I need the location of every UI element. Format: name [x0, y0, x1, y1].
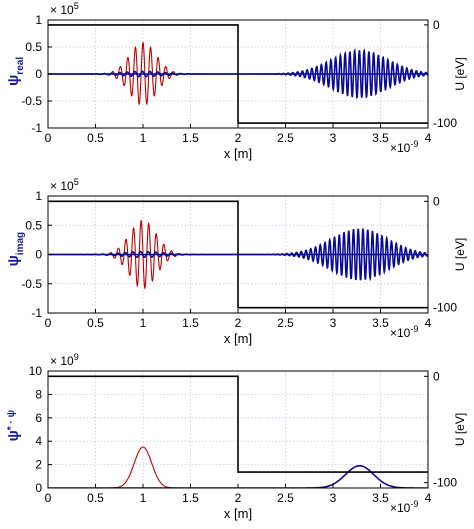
y-right-tick-label: 0: [433, 18, 440, 32]
x-exponent: -9: [410, 139, 418, 149]
x-tick-label: 0.5: [87, 491, 104, 505]
x-tick-label: 1.5: [182, 491, 199, 505]
x-axis-label: x [m]: [224, 506, 252, 521]
x-tick-label: 2: [235, 316, 242, 330]
x-exponent: -9: [410, 324, 418, 334]
x-tick-label: 3: [330, 491, 337, 505]
y-exponent: 5: [74, 1, 79, 11]
x-tick-label: 2: [235, 131, 242, 145]
y-tick-label: 6: [35, 411, 42, 425]
series-group: [48, 24, 428, 124]
y-tick-label: 1: [35, 13, 42, 27]
potential-step-line: [48, 375, 428, 473]
y-right-tick-label: -100: [433, 116, 457, 130]
x-tick-label: 0.5: [87, 316, 104, 330]
x-tick-label: 2.5: [277, 131, 294, 145]
y-axis-label-sup: * · ψ: [6, 410, 17, 430]
x-tick-label: 1.5: [182, 316, 199, 330]
y-tick-label: 0.5: [25, 40, 42, 54]
y-tick-label: 10: [29, 364, 43, 378]
y-tick-label: -1: [31, 306, 42, 320]
x-tick-label: 2.5: [277, 316, 294, 330]
x-tick-label: 4: [425, 131, 432, 145]
y-multiplier: × 105: [50, 1, 79, 17]
y-tick-label: -1: [31, 121, 42, 135]
series-group: [48, 200, 428, 309]
y-right-tick-label: 0: [433, 369, 440, 383]
y-multiplier: × 105: [50, 177, 79, 193]
y-tick-label: 8: [35, 387, 42, 401]
x-tick-label: 0: [45, 316, 52, 330]
y-axis-label: ψimag: [5, 232, 26, 267]
y-axis-label: ψreal: [5, 57, 26, 86]
x-multiplier: ×10-9: [390, 139, 418, 155]
x-axis-label: x [m]: [224, 146, 252, 161]
y-tick-label: -0.5: [21, 94, 42, 108]
potential-step-line: [48, 200, 428, 309]
y-axis-label: ψ* · ψ: [5, 410, 22, 442]
panel-probability-density: 0 0.5 1 1.5 2 2.5 3 3.5 4 0 2 4 6 8 10 0 -100 × 109 ×10-9 x…: [5, 352, 467, 521]
x-tick-label: 3.5: [372, 491, 389, 505]
potential-step-line: [48, 24, 428, 124]
x-tick-label: 3.5: [372, 316, 389, 330]
x-tick-label: 3.5: [372, 131, 389, 145]
y-right-tick-label: -100: [433, 301, 457, 315]
y-right-axis-label: U [eV]: [453, 413, 467, 446]
x-tick-label: 1: [140, 131, 147, 145]
x-multiplier: ×10-9: [390, 324, 418, 340]
x-tick-label: 1: [140, 491, 147, 505]
x-tick-label: 1: [140, 316, 147, 330]
x-tick-label: 0.5: [87, 131, 104, 145]
y-right-axis-label: U [eV]: [453, 57, 467, 90]
x-exponent: -9: [410, 499, 418, 509]
x-tick-label: 4: [425, 316, 432, 330]
x-tick-label: 3: [330, 316, 337, 330]
x-tick-label: 0: [45, 131, 52, 145]
y-axis-label-sub: real: [15, 57, 26, 75]
panel-psi-imag: 0 0.5 1 1.5 2 2.5 3 3.5 4 -1 -0.5 0 0.5 1 0 -100 × 105 ×1…: [5, 177, 467, 346]
y-tick-label: 0: [35, 67, 42, 81]
x-axis-label: x [m]: [224, 331, 252, 346]
x-tick-label: 0: [45, 491, 52, 505]
y-tick-label: 0.5: [25, 218, 42, 232]
panel-psi-real: 0 0.5 1 1.5 2 2.5 3 3.5 4 -1 -0.5 0 0.5 1 0 -100 × 105 ×1…: [5, 1, 467, 161]
y-exponent: 5: [74, 177, 79, 187]
x-tick-label: 2.5: [277, 491, 294, 505]
y-exponent: 9: [74, 352, 79, 362]
y-tick-label: -0.5: [21, 277, 42, 291]
x-multiplier: ×10-9: [390, 499, 418, 515]
y-right-tick-label: -100: [433, 476, 457, 490]
x-tick-label: 1.5: [182, 131, 199, 145]
y-right-tick-label: 0: [433, 194, 440, 208]
y-tick-label: 0: [35, 248, 42, 262]
y-tick-label: 0: [35, 481, 42, 495]
x-tick-label: 3: [330, 131, 337, 145]
y-tick-label: 4: [35, 434, 42, 448]
x-tick-label: 4: [425, 491, 432, 505]
y-multiplier: × 109: [50, 352, 79, 368]
y-tick-label: 1: [35, 189, 42, 203]
x-tick-label: 2: [235, 491, 242, 505]
y-axis-label-sub: imag: [15, 232, 26, 255]
y-tick-label: 2: [35, 458, 42, 472]
y-right-axis-label: U [eV]: [453, 238, 467, 271]
blue-series-line-1: [48, 464, 428, 488]
